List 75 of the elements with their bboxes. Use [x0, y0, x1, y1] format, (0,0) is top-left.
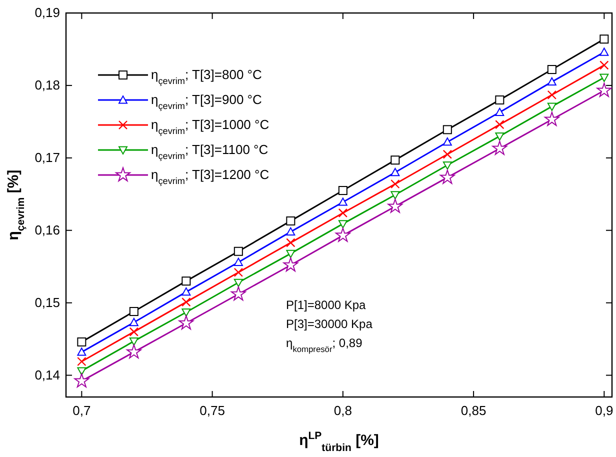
point	[600, 48, 609, 56]
point	[234, 246, 243, 256]
legend-label: η$_{çevrim}$; T[3]=800 °C	[151, 67, 262, 86]
point	[492, 140, 508, 155]
point	[77, 337, 86, 346]
legend-label: η$_{çevrim}$; T[3]=1200 °C	[151, 167, 270, 186]
x-axis-title: η$^{LP}$$_{türbin}$ [%]	[299, 430, 379, 454]
point	[283, 257, 298, 272]
point	[74, 373, 90, 388]
legend-label: η$_{çevrim}$; T[3]=900 °C	[151, 92, 262, 111]
y-tick-label: 0,16	[34, 222, 60, 238]
point	[442, 137, 452, 146]
point	[495, 120, 504, 130]
point	[547, 65, 556, 74]
annotation: P[3]=30000 Kpa	[286, 317, 373, 331]
point	[77, 367, 86, 376]
point	[547, 90, 557, 100]
point	[126, 344, 142, 358]
point	[182, 287, 191, 296]
point	[234, 258, 243, 266]
legend-label: η$_{çevrim}$; T[3]=1100 °C	[151, 142, 268, 161]
point	[495, 108, 504, 116]
point	[440, 170, 455, 184]
point	[129, 327, 139, 336]
point	[129, 318, 138, 326]
point	[129, 338, 138, 346]
point	[230, 286, 246, 301]
point	[600, 34, 609, 44]
point	[600, 74, 609, 82]
x-tick-label: 0,85	[460, 403, 486, 418]
point	[600, 60, 609, 70]
point	[388, 198, 403, 213]
point	[544, 112, 560, 126]
annotation: η$_{kompresör}$; 0,89	[286, 336, 363, 354]
point	[335, 228, 350, 242]
y-tick-label: 0,17	[34, 150, 60, 165]
point	[338, 220, 348, 228]
point	[596, 82, 612, 97]
point	[547, 102, 556, 111]
point	[495, 132, 504, 141]
point	[234, 278, 243, 288]
point	[338, 186, 348, 196]
point	[390, 191, 400, 200]
point	[77, 356, 86, 366]
point	[234, 268, 244, 277]
point	[547, 77, 556, 86]
point	[182, 276, 191, 286]
point	[338, 198, 348, 206]
x-tick-label: 0,9	[595, 403, 614, 418]
legend-label: η$_{çevrim}$; T[3]=1000 °C	[151, 117, 270, 136]
x-tick-label: 0,7	[72, 403, 91, 418]
point	[338, 208, 348, 218]
point	[77, 348, 86, 356]
point	[442, 150, 452, 159]
point	[286, 250, 296, 258]
point	[182, 308, 191, 317]
point	[286, 238, 296, 248]
annotation: P[1]=8000 Kpa	[286, 298, 366, 312]
point	[178, 315, 194, 330]
y-tick-label: 0,18	[34, 77, 60, 92]
point	[495, 95, 504, 104]
point	[286, 216, 296, 226]
point	[390, 156, 400, 165]
point	[442, 125, 452, 134]
x-tick-label: 0,75	[200, 403, 225, 418]
point	[390, 168, 400, 176]
point	[390, 179, 400, 189]
x-tick-label: 0,8	[334, 403, 352, 418]
point	[182, 297, 191, 307]
point	[286, 227, 296, 236]
y-tick-label: 0,19	[34, 5, 60, 20]
y-tick-label: 0,14	[34, 367, 60, 382]
point	[129, 307, 138, 316]
point	[442, 161, 452, 170]
y-tick-label: 0,15	[34, 294, 60, 310]
